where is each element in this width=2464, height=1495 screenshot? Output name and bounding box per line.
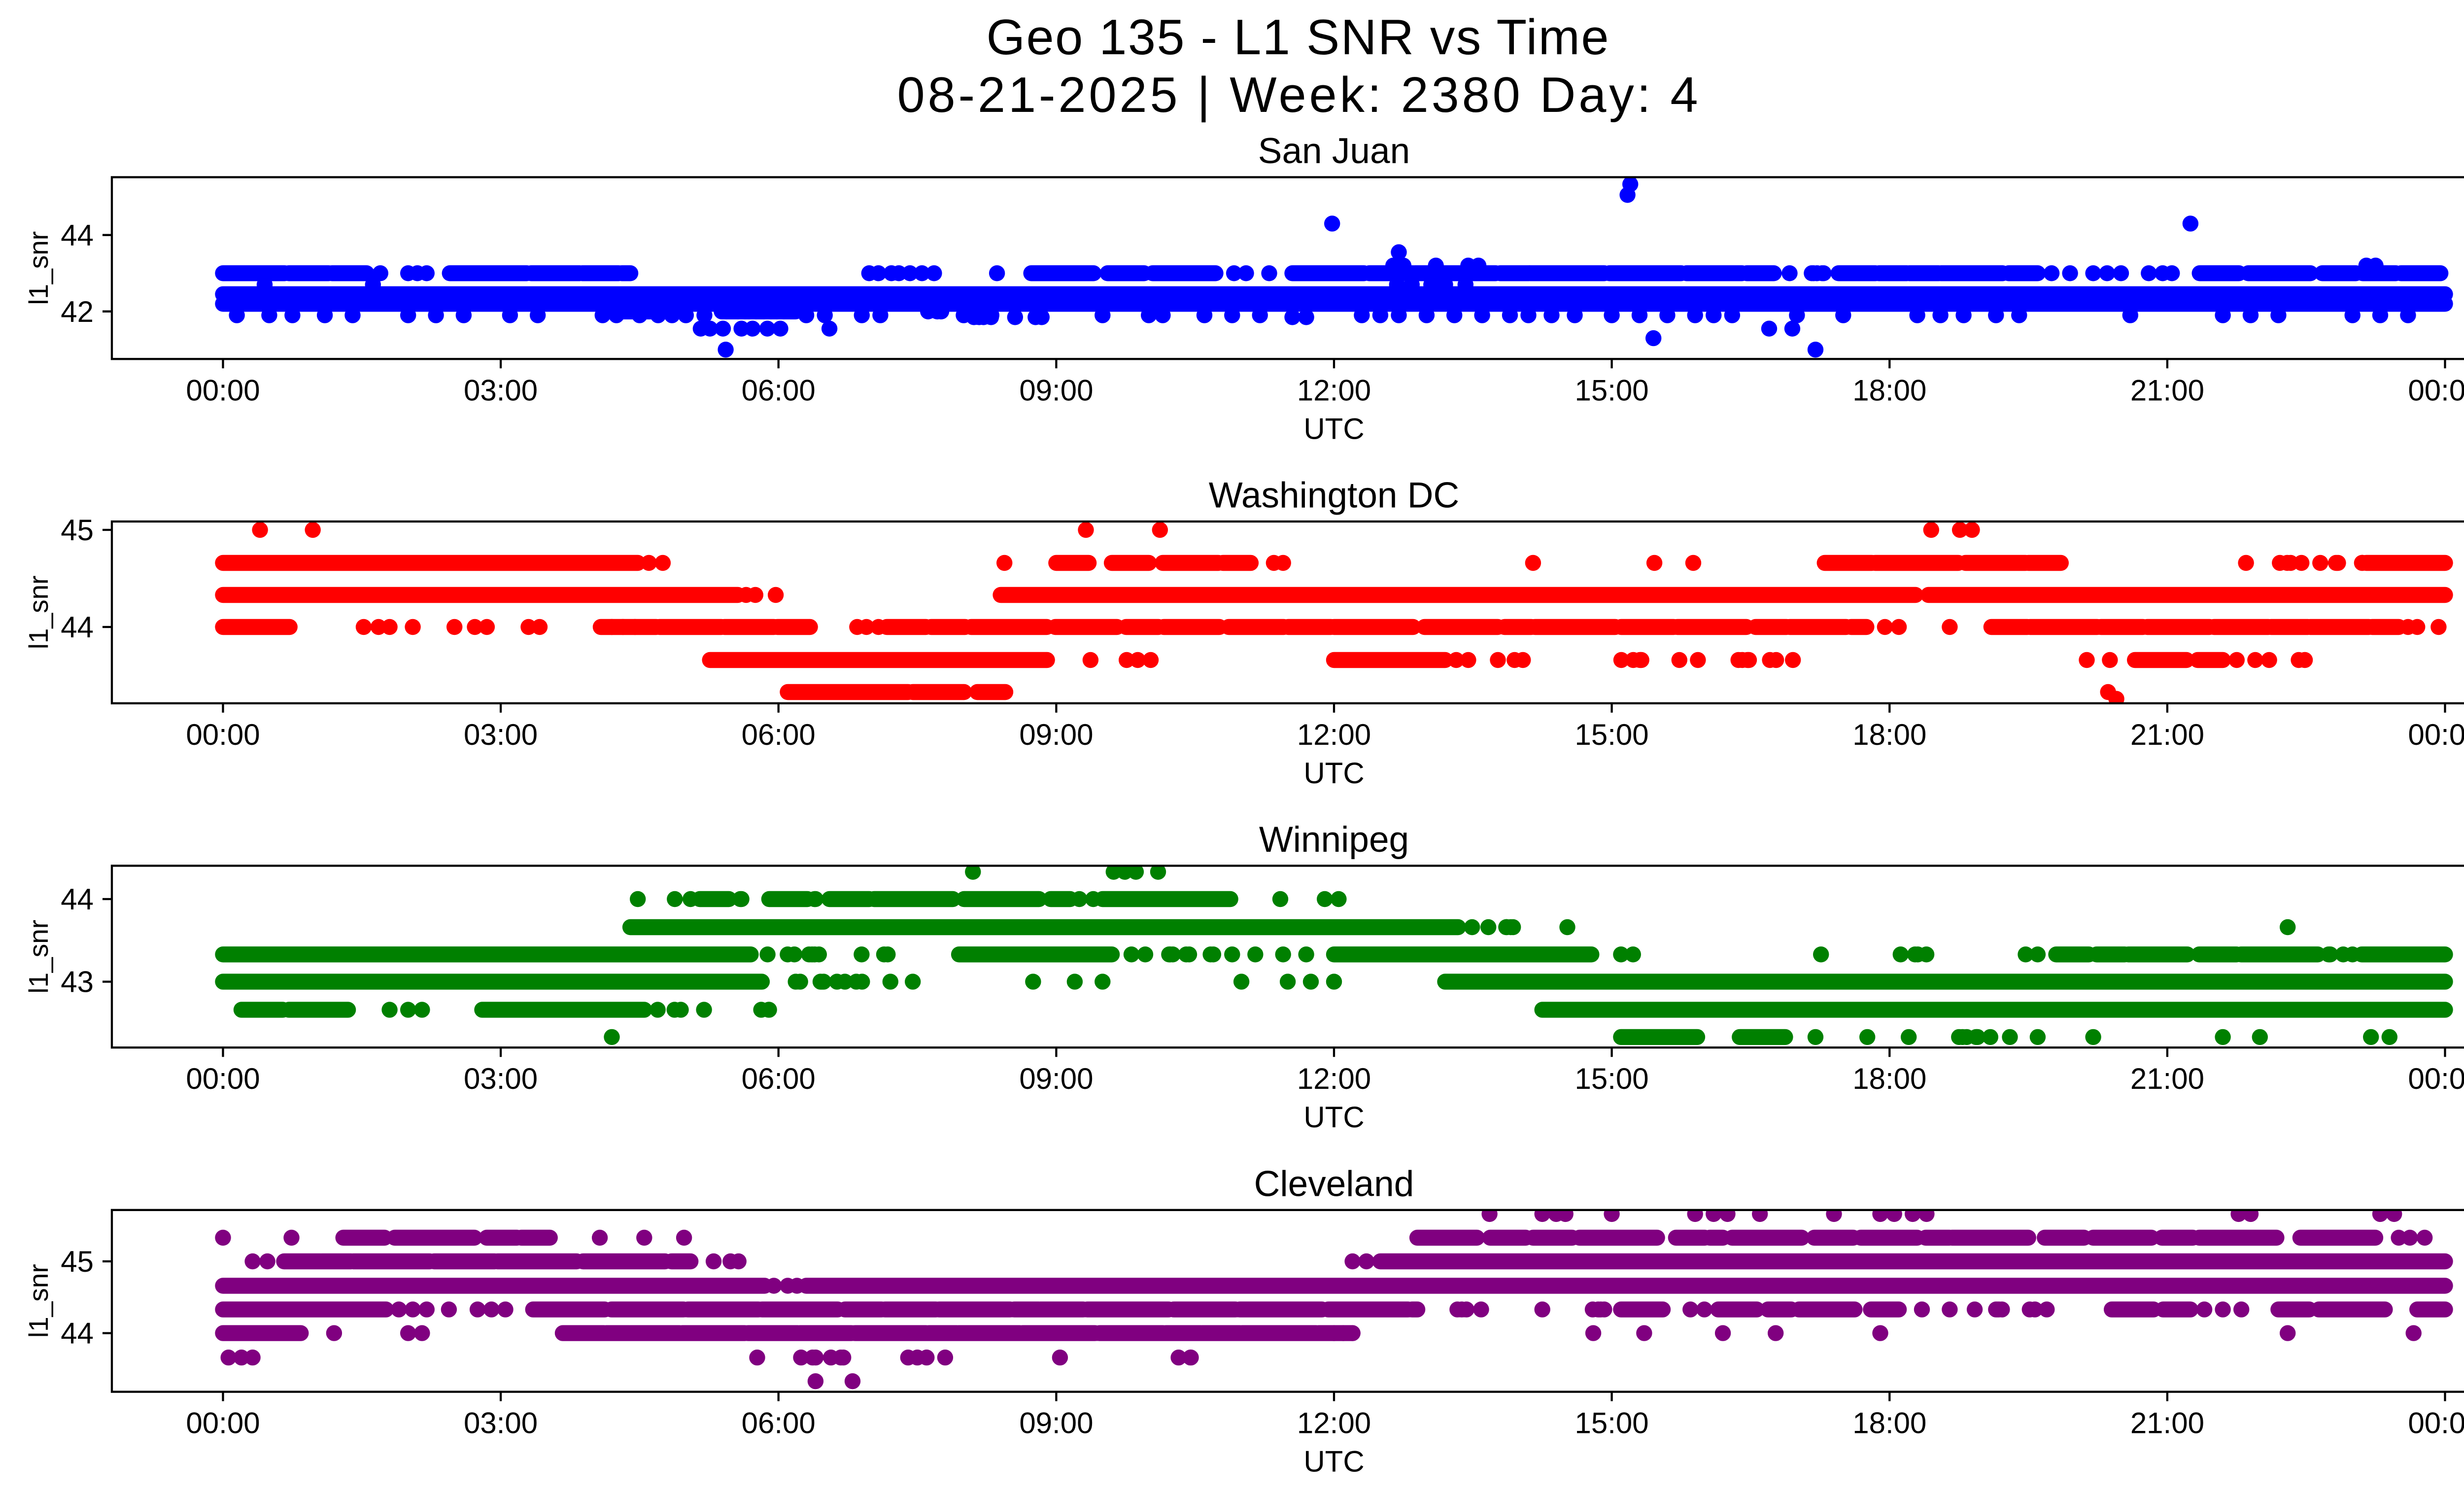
svg-text:18:00: 18:00 — [1852, 718, 1926, 751]
svg-text:03:00: 03:00 — [464, 374, 538, 407]
svg-text:21:00: 21:00 — [2130, 1062, 2204, 1095]
svg-text:08-21-2025 | Week: 2380 Day: 4: 08-21-2025 | Week: 2380 Day: 4 — [897, 68, 1698, 123]
svg-text:06:00: 06:00 — [742, 1062, 816, 1095]
svg-text:UTC: UTC — [1303, 757, 1364, 790]
svg-text:15:00: 15:00 — [1575, 1407, 1649, 1440]
svg-text:21:00: 21:00 — [2130, 374, 2204, 407]
svg-text:Cleveland: Cleveland — [1254, 1164, 1414, 1204]
svg-text:San Juan: San Juan — [1258, 131, 1410, 171]
svg-text:45: 45 — [61, 1245, 94, 1278]
svg-text:06:00: 06:00 — [742, 718, 816, 751]
svg-text:03:00: 03:00 — [464, 1407, 538, 1440]
svg-text:Geo 135 - L1 SNR vs Time: Geo 135 - L1 SNR vs Time — [987, 10, 1609, 65]
svg-text:06:00: 06:00 — [742, 374, 816, 407]
svg-text:18:00: 18:00 — [1852, 1062, 1926, 1095]
svg-text:43: 43 — [61, 966, 94, 999]
svg-text:00:00: 00:00 — [2408, 1407, 2464, 1440]
svg-text:09:00: 09:00 — [1019, 374, 1093, 407]
svg-text:00:00: 00:00 — [186, 1062, 260, 1095]
svg-text:12:00: 12:00 — [1297, 374, 1371, 407]
svg-text:00:00: 00:00 — [2408, 1062, 2464, 1095]
svg-text:00:00: 00:00 — [2408, 718, 2464, 751]
svg-text:12:00: 12:00 — [1297, 718, 1371, 751]
svg-text:42: 42 — [61, 295, 94, 328]
svg-text:03:00: 03:00 — [464, 718, 538, 751]
svg-text:00:00: 00:00 — [2408, 374, 2464, 407]
svg-text:12:00: 12:00 — [1297, 1407, 1371, 1440]
svg-text:44: 44 — [61, 611, 94, 644]
svg-text:45: 45 — [61, 514, 94, 547]
svg-text:UTC: UTC — [1303, 412, 1364, 445]
svg-text:44: 44 — [61, 883, 94, 916]
svg-text:21:00: 21:00 — [2130, 1407, 2204, 1440]
svg-text:00:00: 00:00 — [186, 718, 260, 751]
svg-text:18:00: 18:00 — [1852, 374, 1926, 407]
svg-text:44: 44 — [61, 219, 94, 252]
svg-text:Winnipeg: Winnipeg — [1259, 820, 1409, 860]
svg-text:09:00: 09:00 — [1019, 1062, 1093, 1095]
svg-text:06:00: 06:00 — [742, 1407, 816, 1440]
svg-text:UTC: UTC — [1303, 1101, 1364, 1134]
svg-text:15:00: 15:00 — [1575, 374, 1649, 407]
svg-text:21:00: 21:00 — [2130, 718, 2204, 751]
svg-text:44: 44 — [61, 1317, 94, 1350]
svg-text:12:00: 12:00 — [1297, 1062, 1371, 1095]
svg-text:l1_snr: l1_snr — [23, 575, 54, 649]
svg-text:09:00: 09:00 — [1019, 1407, 1093, 1440]
svg-text:18:00: 18:00 — [1852, 1407, 1926, 1440]
svg-text:00:00: 00:00 — [186, 374, 260, 407]
svg-text:l1_snr: l1_snr — [23, 231, 54, 305]
svg-text:00:00: 00:00 — [186, 1407, 260, 1440]
svg-text:15:00: 15:00 — [1575, 1062, 1649, 1095]
svg-text:15:00: 15:00 — [1575, 718, 1649, 751]
svg-text:l1_snr: l1_snr — [23, 1264, 54, 1338]
svg-text:09:00: 09:00 — [1019, 718, 1093, 751]
svg-text:UTC: UTC — [1303, 1445, 1364, 1478]
svg-text:03:00: 03:00 — [464, 1062, 538, 1095]
svg-text:l1_snr: l1_snr — [23, 920, 54, 994]
svg-text:Washington DC: Washington DC — [1209, 476, 1460, 516]
